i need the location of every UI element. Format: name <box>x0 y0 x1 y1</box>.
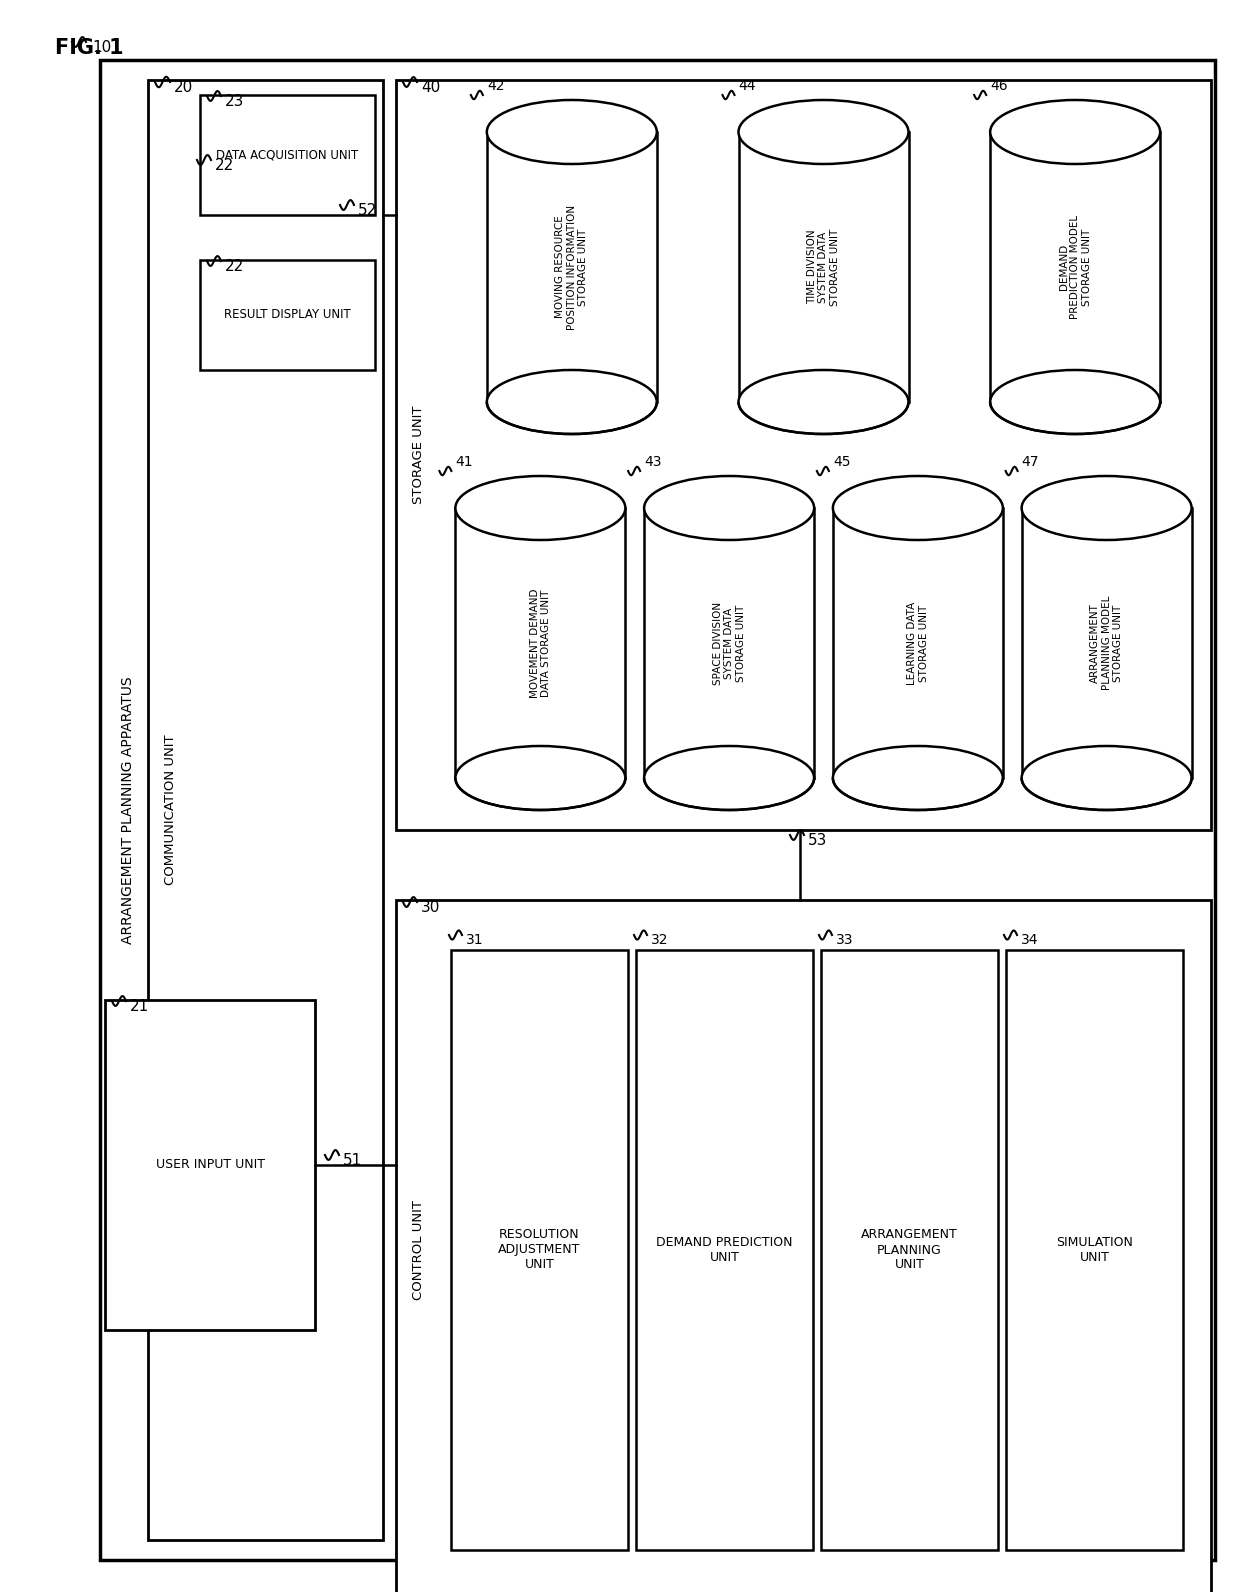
Text: SIMULATION
UNIT: SIMULATION UNIT <box>1056 1235 1133 1264</box>
Text: 52: 52 <box>358 204 377 218</box>
Text: 21: 21 <box>130 1000 149 1014</box>
Text: 23: 23 <box>224 94 244 108</box>
Text: 20: 20 <box>174 80 193 96</box>
Text: MOVEMENT DEMAND
DATA STORAGE UNIT: MOVEMENT DEMAND DATA STORAGE UNIT <box>529 589 551 697</box>
Text: 46: 46 <box>991 80 1008 92</box>
Text: ARRANGEMENT
PLANNING
UNIT: ARRANGEMENT PLANNING UNIT <box>861 1229 957 1272</box>
Text: RESOLUTION
ADJUSTMENT
UNIT: RESOLUTION ADJUSTMENT UNIT <box>498 1229 580 1272</box>
Bar <box>1006 950 1183 1551</box>
Bar <box>487 132 657 403</box>
Bar <box>739 132 909 403</box>
Bar <box>636 950 813 1551</box>
Text: 33: 33 <box>836 933 853 947</box>
Bar <box>148 80 383 1539</box>
Bar <box>396 899 1211 1592</box>
Bar <box>455 508 625 778</box>
Text: 42: 42 <box>487 80 505 92</box>
Bar <box>991 132 1161 403</box>
Text: ARRANGEMENT
PLANNING MODEL
STORAGE UNIT: ARRANGEMENT PLANNING MODEL STORAGE UNIT <box>1090 595 1123 691</box>
Text: 22: 22 <box>215 158 234 174</box>
Ellipse shape <box>1022 747 1192 810</box>
Bar <box>1022 508 1192 778</box>
Text: 10: 10 <box>92 40 112 56</box>
Text: SPACE DIVISION
SYSTEM DATA
STORAGE UNIT: SPACE DIVISION SYSTEM DATA STORAGE UNIT <box>713 602 745 685</box>
Text: 30: 30 <box>422 899 440 915</box>
Ellipse shape <box>991 100 1161 164</box>
Text: 22: 22 <box>224 259 244 274</box>
Bar <box>833 508 1003 778</box>
Ellipse shape <box>455 476 625 540</box>
Text: COMMUNICATION UNIT: COMMUNICATION UNIT <box>164 734 176 885</box>
Text: LEARNING DATA
STORAGE UNIT: LEARNING DATA STORAGE UNIT <box>908 602 929 685</box>
Ellipse shape <box>739 100 909 164</box>
Text: STORAGE UNIT: STORAGE UNIT <box>412 406 424 505</box>
Text: CONTROL UNIT: CONTROL UNIT <box>412 1200 424 1301</box>
Text: MOVING RESOURCE
POSITION INFORMATION
STORAGE UNIT: MOVING RESOURCE POSITION INFORMATION STO… <box>556 204 589 330</box>
Text: DEMAND
PREDICTION MODEL
STORAGE UNIT: DEMAND PREDICTION MODEL STORAGE UNIT <box>1059 215 1091 318</box>
Ellipse shape <box>644 476 815 540</box>
Ellipse shape <box>487 100 657 164</box>
Text: 32: 32 <box>651 933 668 947</box>
Text: TIME DIVISION
SYSTEM DATA
STORAGE UNIT: TIME DIVISION SYSTEM DATA STORAGE UNIT <box>807 228 841 306</box>
Ellipse shape <box>644 747 815 810</box>
Text: DATA ACQUISITION UNIT: DATA ACQUISITION UNIT <box>216 148 358 161</box>
Text: 47: 47 <box>1022 455 1039 470</box>
Bar <box>451 950 627 1551</box>
Text: 40: 40 <box>422 80 440 96</box>
Bar <box>200 96 374 215</box>
Bar <box>644 508 815 778</box>
Bar <box>100 60 1215 1560</box>
Text: FIG. 1: FIG. 1 <box>55 38 124 57</box>
Bar <box>200 259 374 369</box>
Text: 51: 51 <box>343 1153 362 1169</box>
Text: ARRANGEMENT PLANNING APPARATUS: ARRANGEMENT PLANNING APPARATUS <box>122 677 135 944</box>
Ellipse shape <box>991 369 1161 435</box>
Text: 41: 41 <box>455 455 472 470</box>
Bar <box>396 80 1211 829</box>
Text: 43: 43 <box>644 455 662 470</box>
Text: 31: 31 <box>466 933 484 947</box>
Bar <box>821 950 998 1551</box>
Text: DEMAND PREDICTION
UNIT: DEMAND PREDICTION UNIT <box>656 1235 792 1264</box>
Text: 53: 53 <box>808 833 827 849</box>
Bar <box>105 1000 315 1329</box>
Text: 44: 44 <box>739 80 756 92</box>
Text: 45: 45 <box>833 455 851 470</box>
Ellipse shape <box>739 369 909 435</box>
Text: USER INPUT UNIT: USER INPUT UNIT <box>155 1159 264 1172</box>
Ellipse shape <box>487 369 657 435</box>
Text: 34: 34 <box>1021 933 1039 947</box>
Ellipse shape <box>833 476 1003 540</box>
Ellipse shape <box>833 747 1003 810</box>
Ellipse shape <box>455 747 625 810</box>
Text: RESULT DISPLAY UNIT: RESULT DISPLAY UNIT <box>224 309 351 322</box>
Ellipse shape <box>1022 476 1192 540</box>
